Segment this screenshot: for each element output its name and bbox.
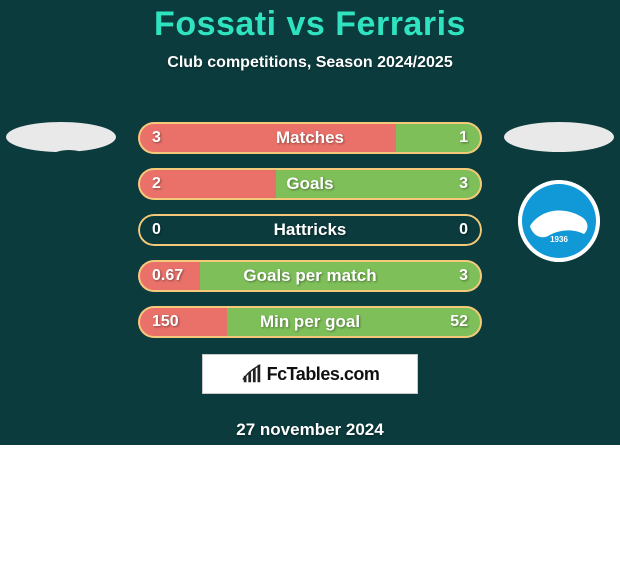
pescara-crest-icon: 1936 <box>518 180 600 262</box>
player-right-avatar <box>504 122 614 152</box>
stat-value-right: 1 <box>412 129 482 147</box>
stat-label: Goals <box>208 174 412 194</box>
page-title: Fossati vs Ferraris <box>0 5 620 44</box>
stat-row: 150Min per goal52 <box>138 306 482 338</box>
stat-value-right: 3 <box>412 175 482 193</box>
stat-row: 0Hattricks0 <box>138 214 482 246</box>
club-crest-left <box>28 150 110 232</box>
stat-value-right: 3 <box>412 267 482 285</box>
stat-value-left: 3 <box>138 129 208 147</box>
stat-label: Min per goal <box>208 312 412 332</box>
comparison-card: Fossati vs Ferraris Club competitions, S… <box>0 0 620 445</box>
stat-value-left: 2 <box>138 175 208 193</box>
svg-text:1936: 1936 <box>550 235 568 244</box>
watermark: FcTables.com <box>202 354 418 394</box>
stat-label: Goals per match <box>208 266 412 286</box>
bar-chart-icon <box>241 363 263 385</box>
club-crest-right: 1936 <box>518 180 600 262</box>
player-left-avatar <box>6 122 116 152</box>
stat-label: Matches <box>208 128 412 148</box>
stat-value-right: 52 <box>412 313 482 331</box>
stat-value-left: 0.67 <box>138 267 208 285</box>
stat-row: 2Goals3 <box>138 168 482 200</box>
stat-row: 3Matches1 <box>138 122 482 154</box>
stat-value-right: 0 <box>412 221 482 239</box>
stat-bars: 3Matches12Goals30Hattricks00.67Goals per… <box>138 122 482 352</box>
subtitle: Club competitions, Season 2024/2025 <box>0 54 620 72</box>
snapshot-date: 27 november 2024 <box>0 420 620 440</box>
stat-label: Hattricks <box>208 220 412 240</box>
stat-value-left: 150 <box>138 313 208 331</box>
stat-row: 0.67Goals per match3 <box>138 260 482 292</box>
stat-value-left: 0 <box>138 221 208 239</box>
watermark-text: FcTables.com <box>267 364 380 385</box>
